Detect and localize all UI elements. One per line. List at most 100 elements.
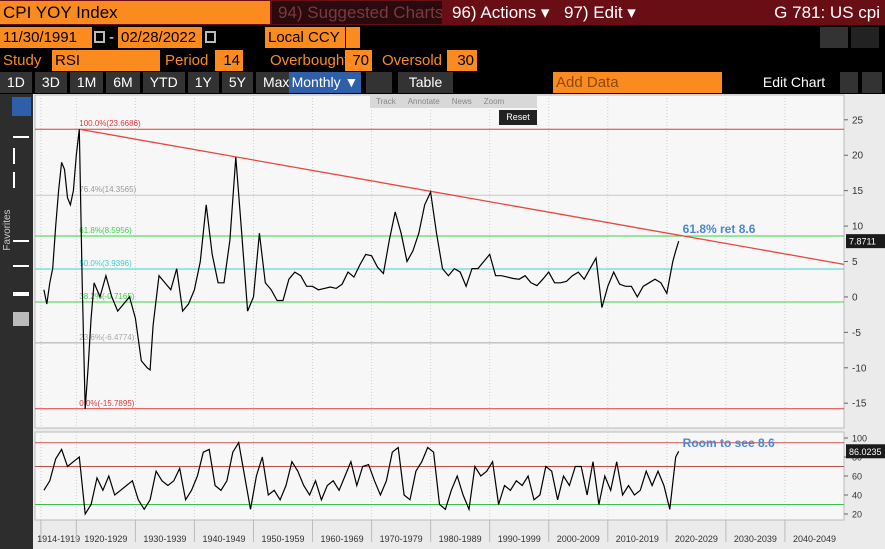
chart-area: 25 20 15 10 5 0 -5 -10 -15 100.0%(23.6686) 76.4%(1… — [33, 94, 885, 549]
x-tick-label: 2030-2039 — [734, 534, 777, 544]
security-field[interactable]: CPI YOY Index — [0, 1, 270, 24]
range-button[interactable]: 1M — [69, 72, 104, 93]
calendar-icon[interactable] — [94, 31, 105, 43]
x-tick-label: 1914-1919 — [37, 534, 80, 544]
screen-title: G 781: US cpi — [774, 3, 880, 22]
last-value-tag — [846, 234, 885, 249]
pointer-tool[interactable] — [12, 97, 31, 116]
overbought-field[interactable]: 70 — [345, 50, 372, 71]
fib-label: 76.4%(14.3565) — [79, 185, 136, 194]
last-value-tag — [846, 444, 885, 459]
period-label: Period — [165, 52, 209, 69]
range-button[interactable]: 1Y — [187, 72, 219, 93]
redo-button[interactable] — [851, 27, 879, 48]
x-tick-label: 1920-1929 — [84, 534, 127, 544]
x-tick-label: 1930-1939 — [143, 534, 186, 544]
start-date[interactable]: 11/30/1991 — [0, 27, 92, 48]
tool-button[interactable]: News — [451, 97, 472, 106]
y-tick-label: 20 — [852, 151, 864, 162]
fib-label: 38.2%(-0.7165) — [79, 292, 134, 301]
y-tick-label: -5 — [852, 328, 861, 339]
range-button[interactable]: 3D — [34, 72, 67, 93]
x-tick-label: 1950-1959 — [261, 534, 304, 544]
price-tool[interactable] — [13, 172, 29, 188]
y-tick-label: 60 — [852, 472, 862, 482]
range-buttons: 1D 3D 1M 6M YTD 1Y 5Y Max — [0, 72, 290, 93]
settings-button[interactable] — [840, 72, 858, 93]
last-value-label: 86.0235 — [849, 447, 882, 457]
fib-label: 100.0%(23.6686) — [79, 119, 141, 128]
shape-tool[interactable] — [13, 312, 29, 326]
period-field[interactable]: 14 — [215, 50, 243, 71]
y-tick-label: 100 — [852, 433, 867, 443]
y-tick-label: 25 — [852, 115, 864, 126]
collapse-button[interactable] — [728, 72, 748, 93]
add-data-field[interactable]: Add Data — [553, 72, 722, 93]
end-date[interactable]: 02/28/2022 — [118, 27, 202, 48]
y-tick-label: -15 — [852, 399, 867, 410]
y-tick-label: 40 — [852, 491, 862, 501]
y-tick-label: 0 — [852, 292, 858, 303]
range-button[interactable]: Max — [255, 72, 290, 93]
dropdown-button[interactable] — [346, 27, 360, 48]
currency-field[interactable]: Local CCY — [265, 27, 345, 48]
channel-tool[interactable] — [13, 265, 29, 281]
oversold-field[interactable]: 30 — [447, 50, 477, 71]
x-tick-label: 1940-1949 — [202, 534, 245, 544]
trend-line — [79, 128, 845, 265]
range-button[interactable]: 1D — [0, 72, 32, 93]
y-tick-label: 15 — [852, 186, 864, 197]
table-button[interactable]: Table — [398, 72, 453, 93]
y-tick-label: 10 — [852, 222, 864, 233]
oversold-label: Oversold — [382, 52, 443, 69]
study-label: Study — [3, 52, 42, 69]
x-tick-label: 2000-2009 — [557, 534, 600, 544]
favorites-label: Favorites — [2, 209, 13, 251]
chart-type-button[interactable] — [366, 72, 392, 93]
fib-label: 0.0%(-15.7895) — [79, 399, 134, 408]
actions-menu[interactable]: 96) Actions ▾ — [452, 3, 550, 22]
edit-menu[interactable]: 97) Edit ▾ — [564, 3, 636, 22]
y-tick-label: -10 — [852, 363, 867, 374]
frequency-dropdown[interactable]: Monthly ▼ — [289, 72, 361, 93]
tool-button[interactable]: Track — [376, 97, 396, 106]
options-button[interactable] — [862, 72, 882, 93]
reset-button[interactable]: Reset — [499, 110, 537, 125]
x-tick-label: 1960-1969 — [321, 534, 364, 544]
hline-tool[interactable] — [13, 292, 29, 296]
x-tick-label: 1980-1989 — [439, 534, 482, 544]
last-value-label: 7.8711 — [849, 237, 876, 247]
tool-button[interactable]: Annotate — [407, 97, 440, 106]
undo-button[interactable] — [820, 27, 848, 48]
calendar-icon[interactable] — [205, 31, 216, 43]
annotation: Room to see 8.6 — [683, 436, 775, 450]
suggested-charts[interactable]: 94) Suggested Charts — [272, 1, 442, 24]
x-tick-label: 1990-1999 — [498, 534, 541, 544]
x-tick-label: 1970-1979 — [380, 534, 423, 544]
trend-tool[interactable] — [13, 240, 29, 256]
range-button[interactable]: YTD — [142, 72, 185, 93]
fib-label: 50.0%(3.9396) — [79, 259, 132, 268]
fib-tool[interactable] — [13, 148, 29, 164]
chart-toolbar: Track Annotate News Zoom — [370, 95, 537, 108]
study-field[interactable]: RSI — [52, 50, 160, 71]
x-tick-label: 2010-2019 — [616, 534, 659, 544]
fib-label: 61.8%(8.5956) — [79, 226, 132, 235]
tool-button[interactable]: Zoom — [483, 97, 505, 106]
overbought-label: Overbought — [270, 52, 345, 69]
annotation: 61.8% ret 8.6 — [683, 222, 756, 236]
range-button[interactable]: 6M — [106, 72, 140, 93]
data-line — [43, 129, 680, 409]
x-tick-label: 2020-2029 — [675, 534, 718, 544]
fib-label: 23.6%(-6.4774) — [79, 333, 134, 342]
price-panel — [34, 94, 845, 429]
range-button[interactable]: 5Y — [221, 72, 253, 93]
data-line — [43, 441, 680, 516]
line-tool[interactable] — [13, 122, 29, 138]
date-separator: - — [109, 29, 114, 46]
edit-chart-button[interactable]: Edit Chart — [752, 72, 836, 93]
x-tick-label: 2040-2049 — [793, 534, 836, 544]
y-tick-label: 5 — [852, 257, 858, 268]
y-tick-label: 20 — [852, 510, 862, 520]
